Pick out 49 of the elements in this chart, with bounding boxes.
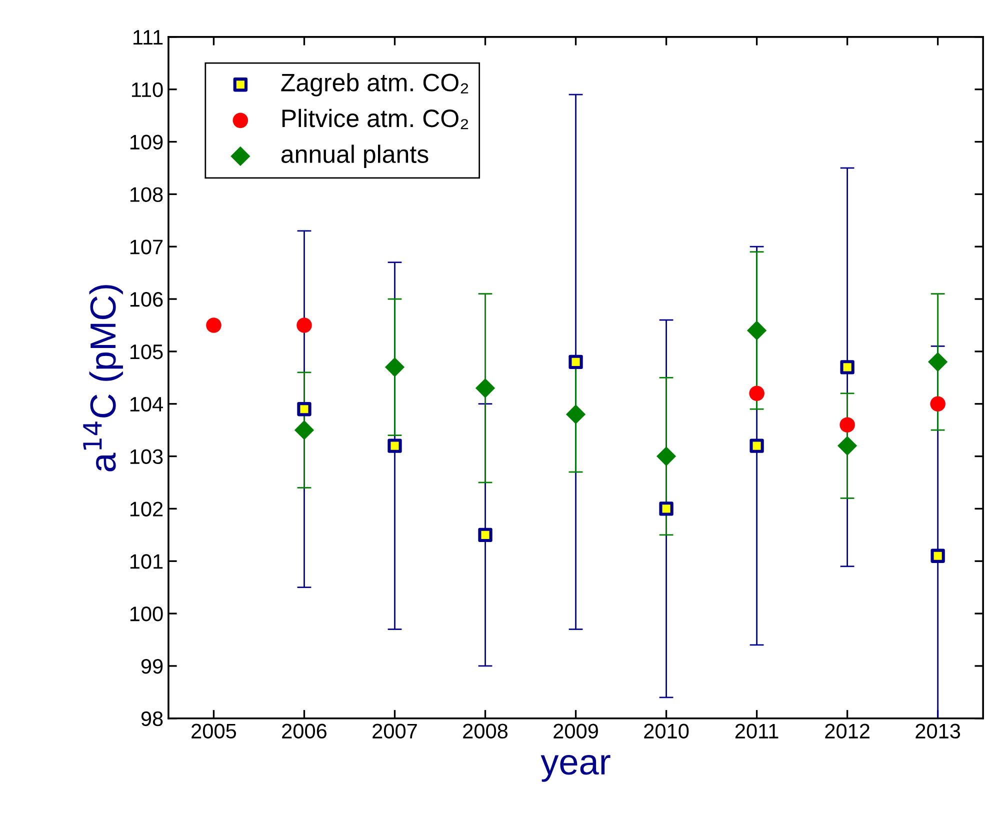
y-tick-label: 108 <box>130 187 163 202</box>
y-tick-label: 105 <box>130 344 163 360</box>
point <box>837 436 858 456</box>
x-tick-label: 2006 <box>282 724 326 739</box>
point <box>840 360 854 374</box>
y-tick-label: 98 <box>141 711 163 726</box>
point <box>749 386 764 402</box>
x-tick-label: 2008 <box>463 724 508 739</box>
y-tick-label: 99 <box>141 658 163 674</box>
point <box>475 378 496 398</box>
x-tick-label: 2012 <box>825 724 870 739</box>
point <box>296 318 312 333</box>
y-tick-label: 110 <box>132 82 163 98</box>
x-axis-title: year <box>540 754 610 782</box>
point <box>566 404 586 424</box>
x-tick-label: 2011 <box>735 724 778 739</box>
y-tick-label: 102 <box>130 502 163 516</box>
x-tick-label: 2005 <box>192 724 236 739</box>
point <box>294 420 314 440</box>
point <box>928 352 948 372</box>
point <box>930 396 946 412</box>
point <box>206 318 222 333</box>
y-tick-label: 111 <box>134 30 163 44</box>
legend-label: annual plants <box>281 144 428 168</box>
point <box>384 357 405 377</box>
x-tick-label: 2013 <box>916 724 960 739</box>
y-tick-label: 106 <box>130 292 163 307</box>
x-tick-label: 2007 <box>372 724 417 739</box>
point <box>840 417 855 432</box>
y-tick-label: 109 <box>130 134 163 150</box>
x-tick-label: 2009 <box>554 724 598 739</box>
y-tick-label: 107 <box>130 240 163 254</box>
y-tick-label: 101 <box>130 554 163 569</box>
point <box>930 548 945 563</box>
point <box>659 502 674 516</box>
y-axis-title: a$^{14}$C (pMC) <box>83 285 123 472</box>
y-tick-label: 100 <box>130 606 163 622</box>
x-tick-label: 2010 <box>644 724 689 739</box>
legend-label: Plitvice atm. CO₂ <box>282 108 468 130</box>
point <box>297 402 312 416</box>
point <box>478 528 492 542</box>
point <box>568 354 583 370</box>
point <box>750 438 764 453</box>
point <box>746 320 767 340</box>
point <box>656 446 676 466</box>
legend-label: Zagreb atm. CO₂ <box>281 73 468 96</box>
y-tick-label: 103 <box>130 449 163 464</box>
point <box>388 438 402 453</box>
y-tick-label: 104 <box>130 396 164 412</box>
